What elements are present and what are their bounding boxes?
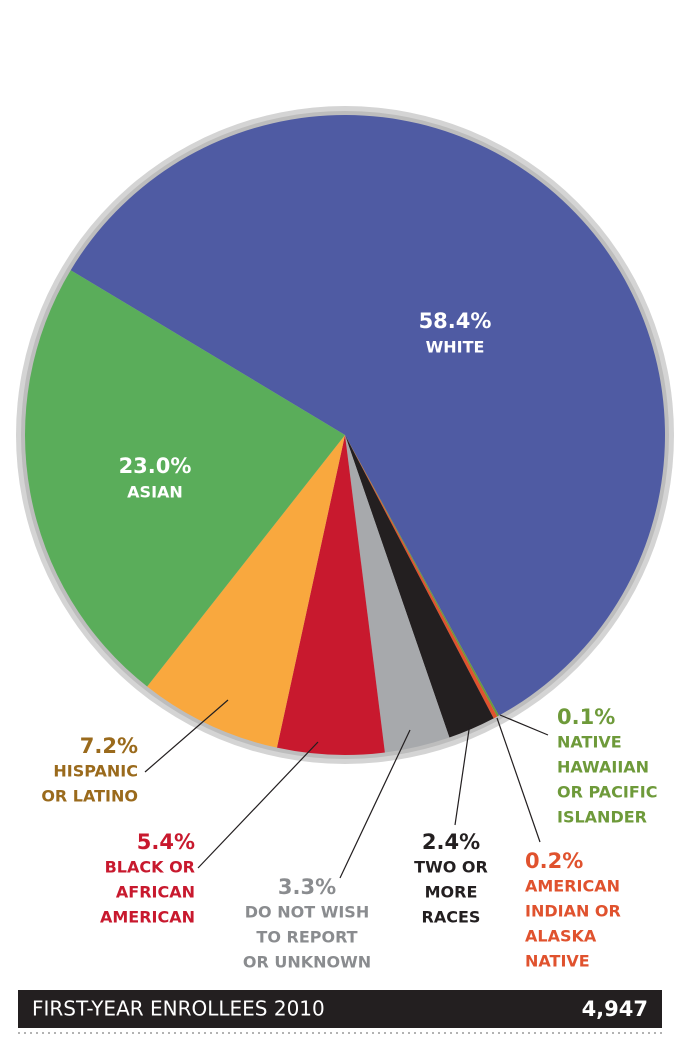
slice-name: AFRICAN <box>116 883 195 902</box>
slice-name: BLACK OR <box>105 858 195 877</box>
slice-name: AMERICAN <box>100 908 195 927</box>
slice-name: TWO OR <box>414 858 488 877</box>
pie-slice <box>276 435 385 755</box>
slice-percent: 23.0% <box>119 454 192 478</box>
slice-name: MORE <box>425 883 478 902</box>
slice-name: RACES <box>422 908 481 927</box>
pie-slice <box>70 115 665 716</box>
footer-bar <box>18 990 662 1028</box>
slice-name: NATIVE <box>525 952 590 971</box>
slice-name: HAWAIIAN <box>557 758 649 777</box>
slice-name: DO NOT WISH <box>245 903 369 922</box>
slice-name: ASIAN <box>127 483 183 502</box>
labels: 58.4% WHITE 0.1% NATIVE HAWAIIAN OR PACIFIC IS… <box>41 309 657 972</box>
slice-name: WHITE <box>426 338 485 357</box>
slice-name: ISLANDER <box>557 808 647 827</box>
pie-slice <box>345 435 494 738</box>
slice-percent: 58.4% <box>419 309 492 333</box>
pie-slice <box>25 270 346 687</box>
slice-percent: 0.2% <box>525 849 583 873</box>
leader-line <box>454 722 471 826</box>
slice-percent: 3.3% <box>278 875 336 899</box>
leader-line <box>339 729 411 879</box>
slice-percent: 7.2% <box>80 734 138 758</box>
slice-name: TO REPORT <box>256 928 357 947</box>
slice-name: OR PACIFIC <box>557 783 657 802</box>
pie-slice <box>345 435 498 719</box>
leader-lines <box>144 699 549 879</box>
slice-percent: 5.4% <box>137 830 195 854</box>
footer-value: 4,947 <box>582 997 648 1021</box>
slice-name: INDIAN OR <box>525 902 621 921</box>
pie-slice <box>147 435 345 748</box>
slice-name: HISPANIC <box>53 762 138 781</box>
slices <box>25 115 665 755</box>
slice-name: NATIVE <box>557 733 622 752</box>
leader-line <box>144 699 229 773</box>
pie-slice <box>345 435 450 753</box>
leader-line <box>499 714 549 736</box>
pie-slice <box>345 435 499 717</box>
slice-name: OR UNKNOWN <box>243 953 371 972</box>
leader-line <box>197 741 319 869</box>
slice-percent: 0.1% <box>557 705 615 729</box>
footer-label: FIRST-YEAR ENROLLEES 2010 <box>32 997 325 1021</box>
leader-line <box>496 717 541 843</box>
slice-name: ALASKA <box>525 927 597 946</box>
slice-percent: 2.4% <box>422 830 480 854</box>
slice-name: AMERICAN <box>525 877 620 896</box>
slice-name: OR LATINO <box>41 787 138 806</box>
